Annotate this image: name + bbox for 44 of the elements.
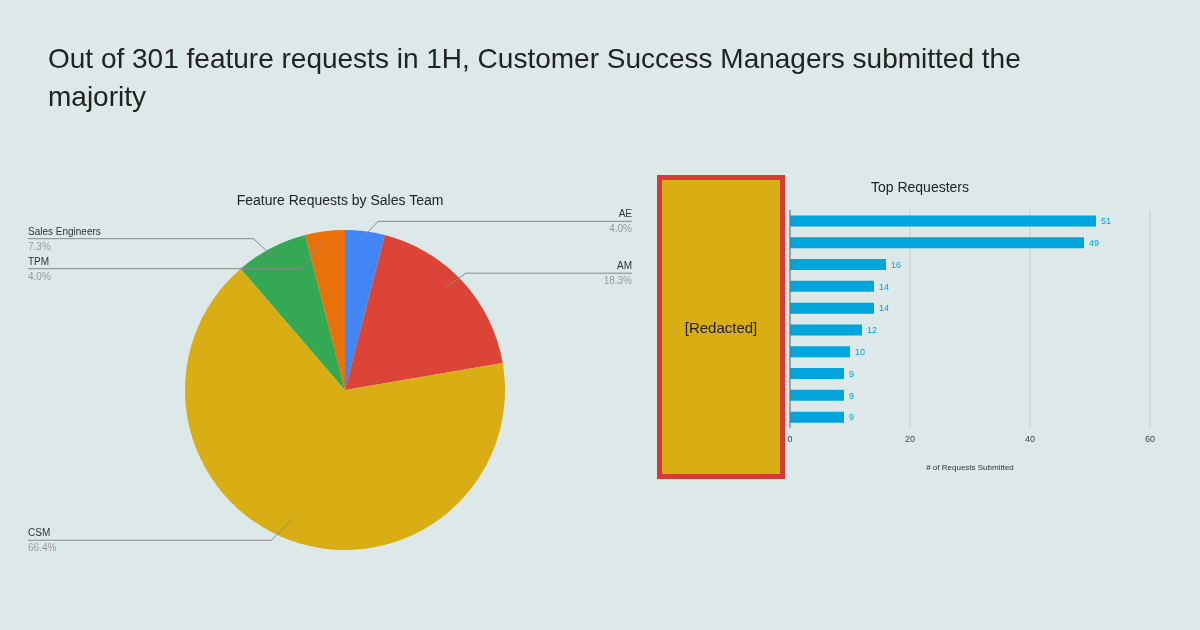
pie-slice: [185, 268, 505, 550]
data-label: 9: [849, 412, 855, 423]
bar: [790, 389, 844, 401]
bar: [790, 324, 862, 336]
x-axis-title: # of Requests Submitted: [926, 463, 1014, 472]
pie-slice: [345, 235, 503, 390]
slice-label: TPM: [28, 255, 50, 267]
data-label: 4.0%: [28, 270, 51, 282]
bar: [790, 302, 874, 314]
chart-title: Top Requesters: [869, 179, 971, 195]
data-label: 10: [855, 346, 866, 357]
bar: [790, 259, 886, 271]
x-tick-label: 20: [904, 434, 916, 445]
data-label: 49: [1089, 237, 1100, 248]
data-label: 66.4%: [28, 542, 57, 554]
bar: [790, 237, 1084, 249]
bar: [790, 280, 874, 292]
data-label: 16: [891, 259, 902, 270]
redacted-block: [Redacted]: [657, 175, 785, 479]
bar: [790, 368, 844, 380]
data-label: 9: [849, 390, 855, 401]
slice-label: CSM: [28, 527, 51, 539]
chart-title: Feature Requests by Sales Team: [235, 192, 445, 208]
pie-slice: [240, 235, 345, 390]
data-label: 4.0%: [609, 223, 633, 235]
bar: [790, 411, 844, 423]
data-label: 14: [879, 281, 890, 292]
data-label: 51: [1101, 216, 1112, 227]
text: Out of 301 feature requests in 1H, Customer Success Managers submitted the majority: [48, 42, 1022, 114]
bar: [790, 215, 1096, 227]
x-tick-label: 60: [1144, 434, 1156, 445]
data-label: 12: [867, 325, 878, 336]
x-tick-label: 40: [1024, 434, 1036, 445]
slice-label: Sales Engineers: [28, 225, 101, 237]
slice-label: AE: [618, 208, 633, 220]
bar: [790, 346, 850, 358]
pie-slice: [345, 230, 385, 390]
x-tick-label: 0: [787, 434, 793, 445]
pie-slice: [305, 230, 345, 390]
data-label: 7.3%: [28, 240, 51, 252]
data-label: 18.3%: [603, 275, 633, 287]
data-label: 14: [879, 303, 890, 314]
data-label: 9: [849, 368, 855, 379]
slice-label: AM: [617, 260, 632, 272]
